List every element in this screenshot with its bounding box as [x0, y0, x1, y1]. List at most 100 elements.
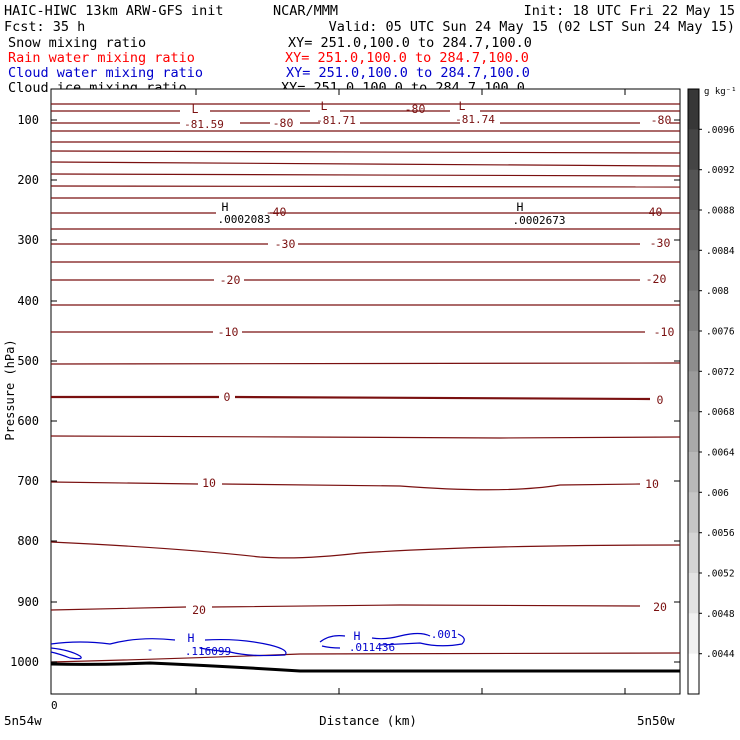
extremum-value: .011436: [349, 641, 395, 654]
y-tick-label: 100: [17, 113, 39, 127]
colorbar-swatch: [688, 452, 699, 493]
init-time: Init: 18 UTC Fri 22 May 15: [524, 3, 735, 19]
isotherm-label: 0: [224, 390, 231, 404]
extremum-value: .0002083: [218, 213, 271, 226]
colorbar-swatch: [688, 492, 699, 534]
legend-snow-name: Snow mixing ratio: [8, 35, 146, 51]
plot-frame: [50, 88, 681, 695]
isotherm-label: 20: [192, 603, 206, 617]
isotherm-label: -40: [642, 205, 663, 219]
colorbar-swatch: [688, 89, 699, 130]
extremum-letter: L: [192, 102, 199, 116]
isotherm-label: 20: [653, 600, 667, 614]
figure-header: HAIC-HIWC 13km ARW-GFS init NCAR/MMM Ini…: [4, 3, 735, 35]
terrain-line: [50, 661, 680, 673]
colorbar-tick-label: .0072: [706, 367, 735, 378]
isotherm-label: 10: [202, 476, 216, 490]
chart-marks: 1002003004005006007008009001000Pressure …: [3, 89, 680, 728]
isotherm-line: [50, 173, 681, 177]
y-tick-label: 800: [17, 534, 39, 548]
y-tick-label: 200: [17, 173, 39, 187]
isotherm-line-zero: [51, 395, 651, 401]
x-left-label: 5n54w: [4, 713, 42, 728]
extremum-letter: H: [354, 629, 361, 643]
cloud-water-label: .001: [431, 628, 458, 641]
cloud-water-contour: [50, 647, 82, 660]
colorbar-tick-label: .006: [706, 488, 729, 499]
colorbar-tick-label: .0084: [706, 246, 735, 257]
extremum-value: -81.71: [316, 114, 356, 127]
isotherm-label: -30: [650, 236, 671, 250]
legend-rain-name: Rain water mixing ratio: [8, 50, 195, 66]
isotherm-label: -20: [220, 273, 241, 287]
legend-snow-xy: XY= 251.0,100.0 to 284.7,100.0: [288, 35, 532, 51]
cloud-water-contour: [50, 638, 287, 657]
extremum-letter: H: [222, 200, 229, 214]
y-tick-label: 1000: [10, 655, 39, 669]
colorbar-tick-label: .0092: [706, 165, 735, 176]
isotherm-line: [50, 150, 681, 154]
forecast-hour: Fcst: 35 h: [4, 19, 85, 35]
isotherm-line: [50, 604, 641, 611]
colorbar-swatch: [688, 331, 699, 372]
y-tick-label: 600: [17, 414, 39, 428]
colorbar-swatch: [688, 210, 699, 251]
isotherm-lines: [50, 103, 681, 663]
colorbar-swatch: [688, 573, 699, 614]
cloud-water-contour: [319, 632, 465, 649]
colorbar-swatch: [688, 169, 699, 211]
colorbar-tick-label: .0044: [706, 649, 735, 660]
colorbar-swatch: [688, 411, 699, 453]
y-axis-label: Pressure (hPa): [3, 339, 17, 440]
isotherm-label: -10: [218, 325, 239, 339]
colorbar-swatch: [688, 290, 699, 332]
colorbar-swatch: [688, 613, 699, 655]
colorbar-tick-label: .0048: [706, 609, 735, 620]
colorbar-tick-label: .0064: [706, 448, 735, 459]
colorbar: .0096 .0092 .0088 .0084 .008 .0076 .0072 .0068.…: [687, 87, 737, 695]
extremum-letter: H: [188, 631, 195, 645]
colorbar-tick-label: .0088: [706, 206, 735, 217]
legend-rain-xy: XY= 251.0,100.0 to 284.7,100.0: [285, 50, 529, 66]
y-tick-label: 400: [17, 294, 39, 308]
isotherm-label: -30: [275, 237, 296, 251]
isotherm-label: 10: [645, 477, 659, 491]
colorbar-tick-label: .0056: [706, 528, 735, 539]
extremum-value: .0002673: [513, 214, 566, 227]
cloud-water-label: -: [147, 643, 154, 656]
extremum-value: -81.59: [184, 118, 224, 131]
colorbar-swatch: [688, 371, 699, 413]
colorbar-tick-label: .0068: [706, 407, 735, 418]
isotherm-label: -80: [405, 102, 426, 116]
isotherm-line: [50, 185, 681, 188]
colorbar-swatch: [688, 250, 699, 292]
isotherm-label: -40: [266, 205, 287, 219]
y-tick-label: 700: [17, 474, 39, 488]
org-title: NCAR/MMM: [273, 3, 338, 19]
colorbar-tick-label: .0052: [706, 569, 735, 580]
isotherm-label: -10: [654, 325, 675, 339]
x-origin-label: 0: [51, 699, 58, 712]
extremum-letter: L: [459, 99, 466, 113]
isotherm-line: [50, 435, 681, 439]
colorbar-swatch: [688, 653, 699, 695]
legend-cloud-water-name: Cloud water mixing ratio: [8, 65, 203, 81]
y-tick-label: 900: [17, 595, 39, 609]
x-right-label: 5n50w: [637, 713, 675, 728]
isotherm-line: [50, 481, 641, 491]
y-tick-label: 500: [17, 354, 39, 368]
model-title: HAIC-HIWC 13km ARW-GFS init: [4, 3, 223, 19]
extremum-letter: L: [321, 99, 328, 113]
isotherm-line: [50, 161, 681, 167]
field-legend: Snow mixing ratio XY= 251.0,100.0 to 284…: [8, 35, 532, 96]
colorbar-swatch: [688, 532, 699, 574]
colorbar-tick-label: .0076: [706, 327, 735, 338]
extremum-value: .116099: [185, 645, 231, 658]
legend-cloud-water-xy: XY= 251.0,100.0 to 284.7,100.0: [286, 65, 530, 81]
colorbar-tick-label: .0096: [706, 125, 735, 136]
extremum-value: -81.74: [455, 113, 495, 126]
colorbar-tick-label: .008: [706, 286, 729, 297]
y-tick-label: 300: [17, 233, 39, 247]
colorbar-frame: [687, 88, 700, 695]
